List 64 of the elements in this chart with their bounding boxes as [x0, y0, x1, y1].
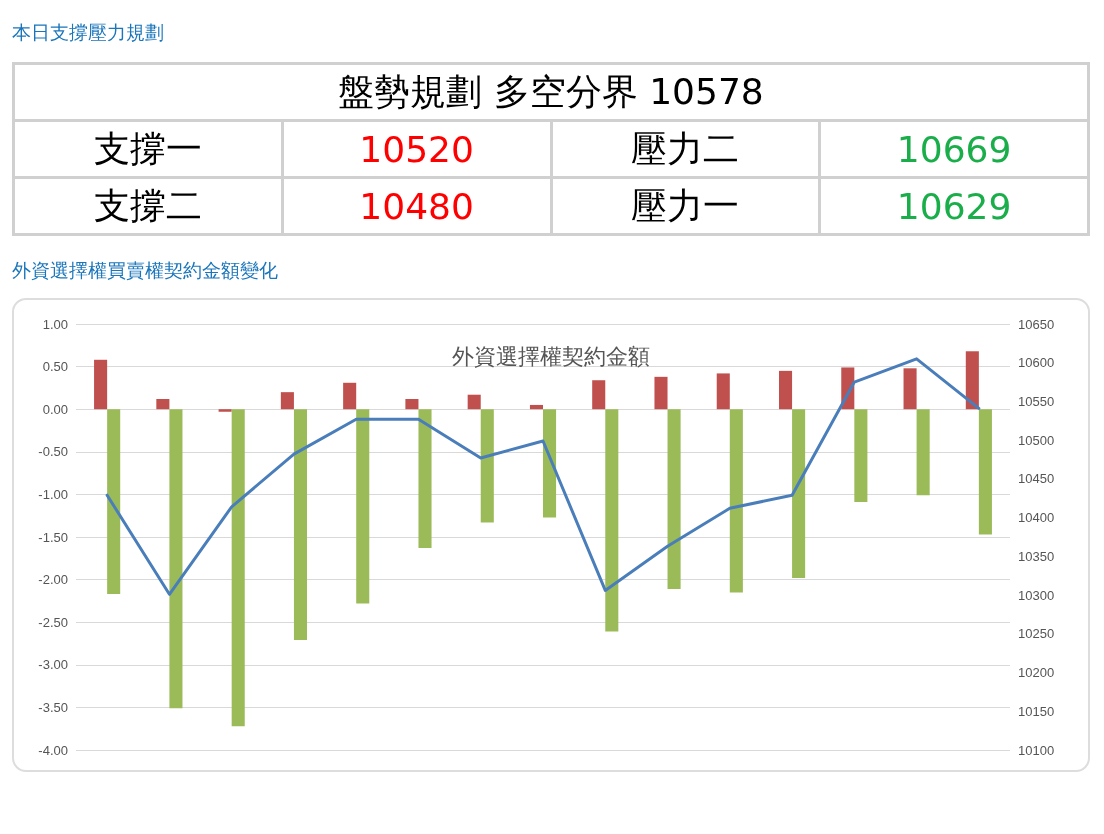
y2-tick-label: 10100 — [1018, 742, 1055, 758]
bar — [729, 409, 743, 593]
bar — [169, 409, 183, 709]
y2-tick-label: 10650 — [1018, 316, 1055, 332]
y2-tick-label: 10150 — [1018, 703, 1055, 719]
y-tick-label: 0.50 — [42, 359, 68, 375]
y-tick-label: -1.50 — [38, 529, 68, 545]
bar — [605, 409, 619, 632]
y2-tick-label: 10350 — [1018, 548, 1055, 564]
y2-tick-label: 10600 — [1018, 355, 1055, 371]
bar — [94, 359, 108, 410]
bar — [543, 409, 557, 518]
bar — [418, 409, 432, 549]
text: 支撐一 — [13, 120, 283, 178]
y-tick-label: -2.00 — [38, 572, 68, 588]
text: 壓力二 — [551, 120, 820, 178]
bar — [978, 409, 992, 535]
y2-tick-label: 10550 — [1018, 393, 1055, 409]
text: 10520 — [282, 120, 551, 178]
bar — [654, 376, 668, 410]
text: 壓力一 — [551, 177, 820, 235]
y2-tick-label: 10400 — [1018, 510, 1055, 526]
bar — [343, 382, 357, 410]
bar — [778, 370, 793, 410]
bar — [916, 409, 930, 496]
text: 本日支撐壓力規劃 — [12, 20, 164, 45]
text: 10669 — [819, 120, 1089, 178]
bar — [107, 409, 121, 595]
bar — [280, 392, 294, 410]
bar — [467, 394, 481, 410]
y-tick-label: -4.00 — [38, 742, 68, 758]
y2-tick-label: 10250 — [1018, 626, 1055, 642]
y2-tick-label: 10200 — [1018, 665, 1055, 681]
bar — [529, 404, 543, 410]
y2-tick-label: 10500 — [1018, 432, 1055, 448]
y2-tick-label: 10300 — [1018, 587, 1055, 603]
y-tick-label: -2.50 — [38, 614, 68, 630]
bar — [156, 398, 170, 410]
bar — [218, 409, 232, 412]
bar — [903, 368, 917, 410]
bar — [480, 409, 494, 523]
bar — [854, 409, 868, 503]
text: 外資選擇權買賣權契約金額變化 — [12, 258, 278, 283]
y-tick-label: 0.00 — [42, 401, 68, 417]
bar — [356, 409, 370, 604]
text: 盤勢規劃 多空分界 10578 — [13, 63, 1089, 121]
text: 10480 — [282, 177, 551, 235]
y-tick-label: -0.50 — [38, 444, 68, 460]
bar — [293, 409, 308, 641]
y-tick-label: 1.00 — [42, 316, 68, 332]
y2-tick-label: 10450 — [1018, 471, 1055, 487]
bar — [667, 409, 681, 589]
y-tick-label: -3.50 — [38, 699, 68, 715]
bar — [965, 351, 979, 410]
bar — [592, 380, 606, 410]
text: 10629 — [819, 177, 1089, 235]
bar — [231, 409, 245, 727]
y-tick-label: -3.00 — [38, 657, 68, 673]
y-tick-label: -1.00 — [38, 486, 68, 502]
text: 外資選擇權契約金額 — [452, 343, 650, 369]
bar — [716, 373, 730, 410]
bar — [405, 398, 419, 410]
text: 支撐二 — [13, 177, 283, 235]
bar — [792, 409, 806, 578]
